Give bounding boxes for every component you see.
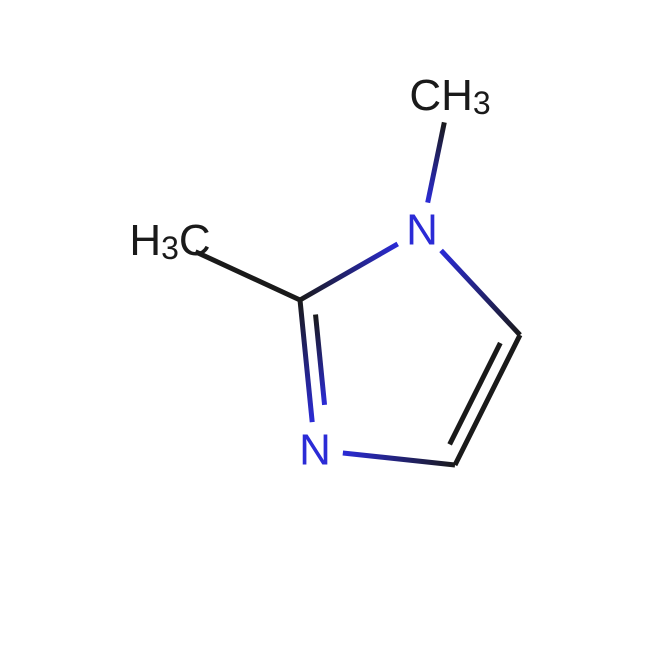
atom-label-N1: N <box>406 206 438 255</box>
atom-label-N3: N <box>299 426 331 475</box>
diagram-background <box>0 0 650 650</box>
molecule-diagram: NNCH3H3C <box>0 0 650 650</box>
